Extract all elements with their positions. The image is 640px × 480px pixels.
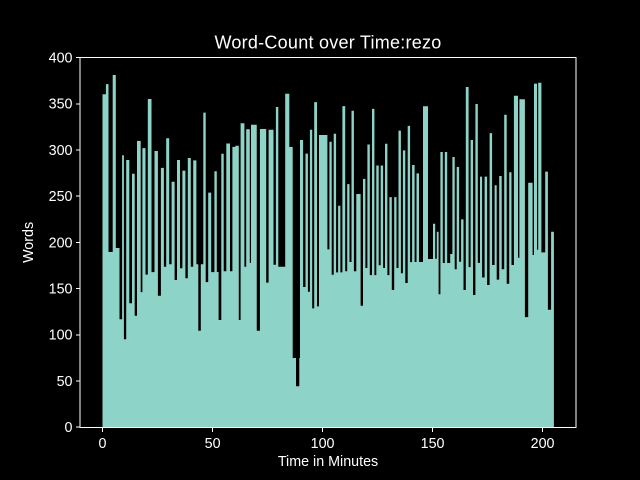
svg-text:250: 250 bbox=[49, 189, 73, 205]
svg-text:150: 150 bbox=[421, 436, 445, 452]
svg-text:Words: Words bbox=[21, 222, 37, 263]
svg-text:50: 50 bbox=[205, 436, 221, 452]
svg-text:Word-Count over Time:rezo: Word-Count over Time:rezo bbox=[215, 32, 442, 52]
svg-text:200: 200 bbox=[531, 436, 555, 452]
svg-text:150: 150 bbox=[49, 282, 73, 298]
svg-text:50: 50 bbox=[57, 374, 73, 390]
svg-text:0: 0 bbox=[65, 420, 73, 436]
svg-text:350: 350 bbox=[49, 97, 73, 113]
svg-text:300: 300 bbox=[49, 143, 73, 159]
svg-text:400: 400 bbox=[49, 51, 73, 67]
svg-text:200: 200 bbox=[49, 235, 73, 251]
svg-text:100: 100 bbox=[311, 436, 335, 452]
svg-text:100: 100 bbox=[49, 328, 73, 344]
svg-text:Time in Minutes: Time in Minutes bbox=[278, 454, 378, 470]
svg-text:0: 0 bbox=[99, 436, 107, 452]
